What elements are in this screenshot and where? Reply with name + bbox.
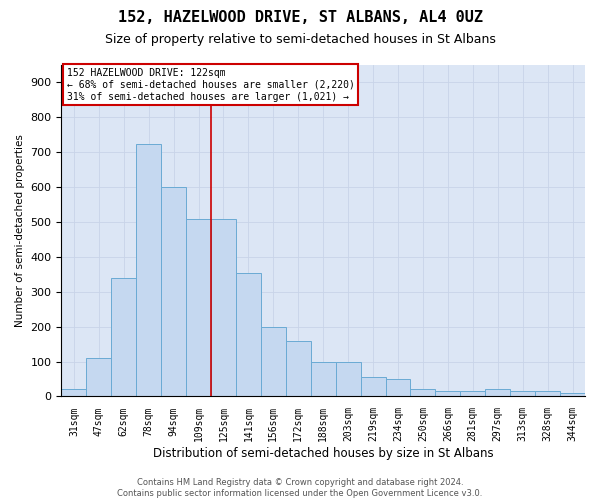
Bar [510,391,535,396]
Bar [136,144,161,396]
Bar [161,187,186,396]
Text: 152, HAZELWOOD DRIVE, ST ALBANS, AL4 0UZ: 152, HAZELWOOD DRIVE, ST ALBANS, AL4 0UZ [118,10,482,25]
Bar [361,378,386,396]
Bar [560,393,585,396]
Text: 152 HAZELWOOD DRIVE: 122sqm
← 68% of semi-detached houses are smaller (2,220)
31: 152 HAZELWOOD DRIVE: 122sqm ← 68% of sem… [67,68,355,102]
Text: Contains HM Land Registry data © Crown copyright and database right 2024.
Contai: Contains HM Land Registry data © Crown c… [118,478,482,498]
Bar [311,362,335,396]
Bar [61,390,86,396]
Bar [286,340,311,396]
Bar [410,390,436,396]
Y-axis label: Number of semi-detached properties: Number of semi-detached properties [15,134,25,327]
Bar [236,272,261,396]
Bar [261,326,286,396]
Bar [86,358,111,397]
Bar [211,218,236,396]
Bar [111,278,136,396]
Bar [186,218,211,396]
Bar [335,362,361,396]
Bar [386,379,410,396]
X-axis label: Distribution of semi-detached houses by size in St Albans: Distribution of semi-detached houses by … [153,447,494,460]
Bar [485,390,510,396]
Bar [436,391,460,396]
Text: Size of property relative to semi-detached houses in St Albans: Size of property relative to semi-detach… [104,32,496,46]
Bar [460,391,485,396]
Bar [535,391,560,396]
